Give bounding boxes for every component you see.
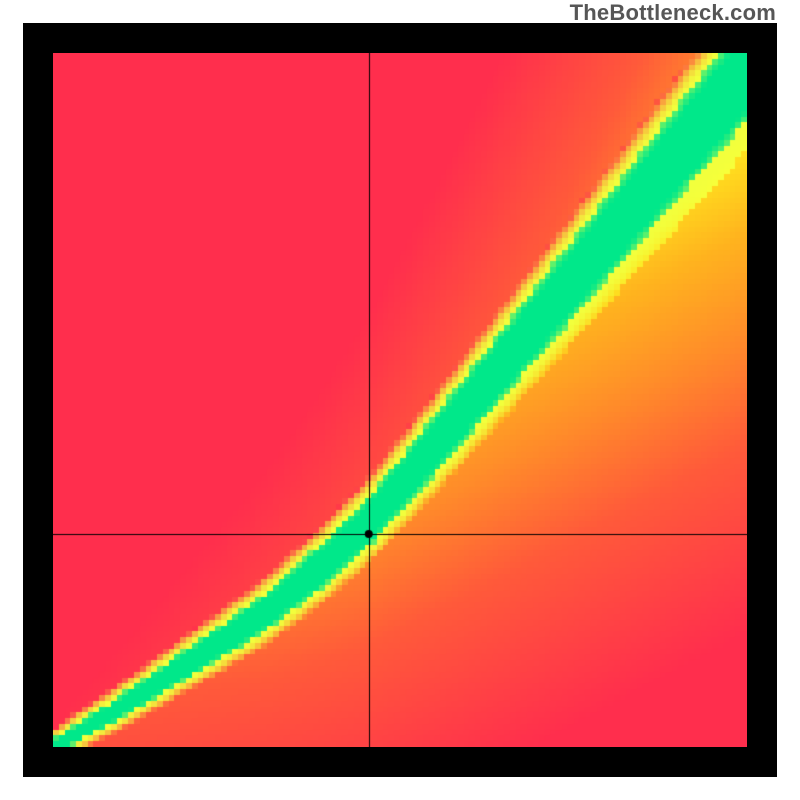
crosshair-overlay bbox=[53, 53, 747, 747]
watermark-text: TheBottleneck.com bbox=[570, 0, 776, 26]
